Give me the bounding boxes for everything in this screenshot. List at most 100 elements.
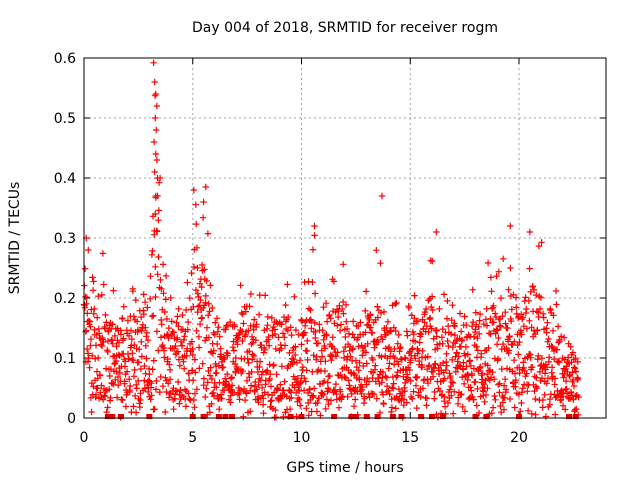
data-point: [330, 278, 338, 285]
zero-value-marker: [298, 414, 305, 419]
data-point: [234, 391, 242, 398]
data-point: [150, 59, 157, 66]
data-point: [101, 392, 108, 399]
data-point: [332, 380, 340, 388]
data-point: [168, 318, 175, 325]
data-point: [429, 306, 436, 314]
data-point: [152, 293, 159, 301]
data-point: [489, 369, 496, 376]
data-point: [110, 381, 117, 388]
data-point: [380, 400, 387, 408]
data-point: [213, 369, 220, 376]
data-point: [479, 370, 486, 377]
data-point: [528, 410, 535, 417]
y-tick-labels: 0 0.1 0.2 0.3 0.4 0.5 0.6: [54, 51, 76, 427]
data-point: [256, 363, 263, 371]
data-point: [203, 277, 210, 285]
data-point: [533, 374, 540, 381]
data-point: [473, 343, 480, 350]
zero-value-marker: [352, 414, 359, 419]
zero-value-marker: [287, 414, 294, 419]
data-point: [541, 391, 548, 398]
data-point: [137, 365, 145, 373]
data-point: [349, 346, 356, 353]
data-point: [254, 393, 262, 401]
data-point: [307, 306, 314, 314]
data-point: [109, 321, 116, 328]
data-point: [391, 354, 398, 362]
zero-value-marker: [374, 414, 381, 419]
data-point: [136, 346, 143, 353]
data-point: [537, 294, 545, 301]
data-point: [444, 399, 452, 407]
data-point: [499, 340, 507, 348]
data-point: [138, 353, 146, 360]
data-point: [527, 354, 534, 361]
data-point: [151, 168, 158, 176]
data-point: [385, 343, 393, 351]
data-point: [560, 374, 567, 381]
data-point: [523, 325, 531, 332]
data-point: [223, 378, 230, 385]
data-point: [449, 344, 456, 351]
data-point: [527, 288, 534, 296]
data-point: [323, 396, 331, 403]
data-point: [355, 343, 362, 350]
data-point: [324, 379, 331, 386]
data-point: [155, 253, 162, 261]
data-point: [110, 287, 117, 294]
data-point: [178, 342, 186, 349]
data-point: [512, 383, 519, 390]
data-point: [385, 387, 392, 394]
data-point: [436, 387, 444, 395]
data-point: [106, 386, 113, 393]
data-point: [327, 315, 334, 322]
data-point: [284, 281, 291, 288]
data-point: [298, 317, 306, 325]
data-point: [552, 411, 559, 418]
data-point: [288, 331, 295, 339]
data-point: [334, 322, 341, 329]
data-point: [126, 388, 133, 396]
data-point: [256, 291, 263, 299]
data-point: [447, 383, 454, 390]
zero-value-marker: [418, 414, 425, 419]
data-point: [157, 334, 165, 341]
data-point: [104, 337, 112, 345]
data-point: [153, 126, 160, 134]
data-point: [245, 359, 252, 367]
data-point: [247, 408, 254, 415]
data-point: [362, 307, 369, 315]
data-point: [428, 303, 435, 311]
data-point: [296, 396, 303, 404]
data-point: [413, 404, 420, 412]
data-point: [503, 365, 511, 372]
data-point: [152, 90, 159, 98]
data-point: [476, 317, 483, 324]
data-point: [159, 261, 167, 268]
data-point: [134, 318, 141, 325]
data-point: [443, 362, 450, 369]
data-point: [247, 382, 255, 389]
data-point: [559, 402, 567, 409]
data-point: [209, 304, 216, 312]
data-point: [205, 334, 213, 341]
data-point: [228, 374, 235, 381]
data-point: [495, 381, 502, 388]
data-point: [152, 150, 159, 158]
data-point: [261, 389, 268, 396]
data-point: [114, 373, 122, 381]
data-point: [439, 340, 446, 347]
data-point: [155, 347, 162, 354]
data-point: [126, 376, 133, 383]
y-tick-label: 0.1: [54, 351, 76, 367]
data-point: [519, 314, 527, 321]
data-point: [404, 376, 412, 383]
data-point: [433, 228, 440, 236]
data-point: [443, 315, 451, 322]
data-point: [107, 394, 114, 402]
data-point: [506, 332, 513, 340]
data-point: [282, 301, 289, 309]
data-point: [448, 317, 455, 324]
data-point: [477, 363, 484, 371]
